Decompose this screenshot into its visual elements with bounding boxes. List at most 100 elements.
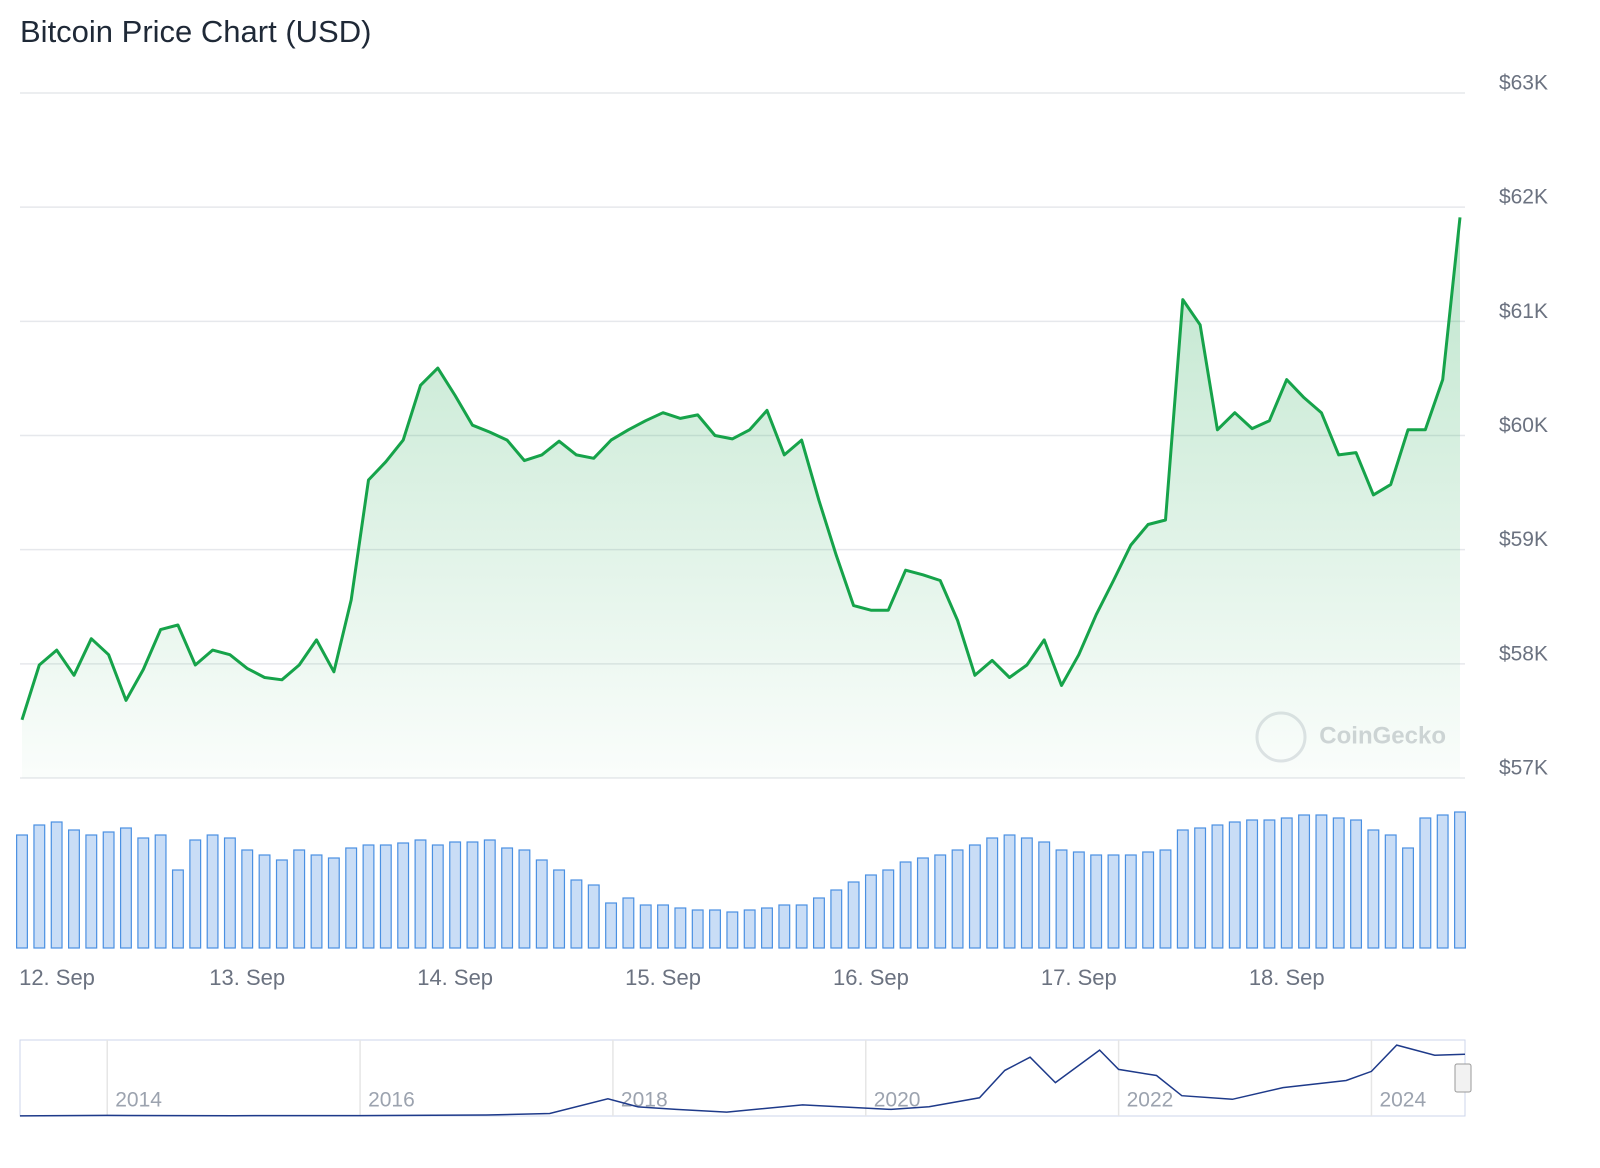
volume-bar: [85, 834, 98, 949]
volume-bar: [812, 897, 825, 949]
volume-bar: [1350, 819, 1363, 949]
volume-bar: [154, 834, 167, 949]
volume-bar: [761, 907, 773, 949]
x-tick-label: 15. Sep: [625, 965, 701, 990]
volume-bar: [68, 829, 80, 949]
volume-bar: [587, 884, 600, 949]
y-tick-label: $60K: [1499, 414, 1548, 437]
volume-bar: [1263, 819, 1276, 949]
volume-bar: [709, 909, 721, 949]
volume-bar: [1072, 851, 1085, 949]
volume-bar: [275, 859, 288, 949]
volume-bar: [241, 849, 254, 949]
y-tick-label: $57K: [1499, 757, 1548, 780]
volume-bar: [379, 844, 392, 949]
chart-title: Bitcoin Price Chart (USD): [20, 14, 371, 49]
volume-bar: [327, 857, 340, 949]
volume-bar: [847, 881, 860, 949]
volume-bar: [310, 854, 323, 949]
volume-bar: [605, 902, 618, 949]
volume-bar: [431, 844, 444, 949]
volume-bar: [362, 844, 375, 949]
x-tick-label: 16. Sep: [833, 965, 909, 990]
volume-bar: [553, 869, 566, 949]
volume-bar: [830, 889, 843, 949]
volume-bar: [293, 849, 306, 949]
volume-bar: [483, 839, 496, 949]
navigator-tick-label: 2024: [1379, 1089, 1426, 1112]
volume-bar: [1055, 849, 1068, 949]
price-line: [20, 217, 1462, 721]
y-tick-label: $61K: [1499, 300, 1548, 323]
volume-bar: [1020, 837, 1033, 949]
volume-bar: [414, 839, 427, 949]
volume-bar: [33, 824, 46, 949]
volume-bar: [1228, 821, 1241, 949]
volume-bar: [639, 904, 652, 949]
volume-bar: [189, 839, 202, 949]
navigator-tick-label: 2022: [1127, 1089, 1174, 1112]
volume-bar: [570, 879, 583, 949]
volume-bar: [1367, 829, 1380, 949]
volume-bar: [1332, 817, 1345, 949]
volume-bar: [743, 909, 756, 949]
x-tick-label: 17. Sep: [1041, 965, 1117, 990]
volume-bar: [622, 897, 635, 949]
volume-bar: [882, 869, 895, 949]
volume-bar: [345, 847, 358, 949]
volume-bar: [1107, 854, 1120, 949]
x-tick-label: 13. Sep: [209, 965, 285, 990]
y-tick-label: $59K: [1499, 528, 1548, 551]
volume-bar: [1454, 811, 1466, 949]
navigator-tick-label: 2014: [115, 1089, 162, 1112]
volume-bar: [864, 874, 877, 949]
volume-bar: [102, 831, 115, 949]
volume-bar: [501, 847, 514, 949]
y-tick-label: $62K: [1499, 186, 1548, 209]
volume-bar: [1419, 817, 1432, 949]
x-tick-label: 18. Sep: [1249, 965, 1325, 990]
volume-bar: [50, 821, 63, 949]
volume-bar: [1090, 854, 1103, 949]
volume-bar: [916, 857, 929, 949]
volume-bar: [1124, 854, 1137, 949]
x-tick-label: 14. Sep: [417, 965, 493, 990]
volume-bar: [449, 841, 462, 949]
volume-bar: [1194, 827, 1207, 949]
area-fill: [22, 217, 1460, 778]
volume-bar: [119, 827, 132, 949]
volume-bar: [206, 834, 219, 949]
volume-bar: [518, 849, 531, 949]
volume-bar: [1159, 849, 1172, 949]
volume-bar: [1176, 829, 1189, 949]
volume-bar: [1384, 834, 1397, 949]
volume-bar: [674, 907, 687, 949]
volume-bar: [466, 841, 479, 949]
volume-bar: [691, 909, 704, 949]
navigator-tick-label: 2020: [874, 1089, 921, 1112]
volume-bar: [1211, 824, 1224, 949]
volume-bar: [1038, 841, 1051, 949]
y-tick-label: $58K: [1499, 642, 1548, 665]
volume-bar: [1003, 834, 1016, 949]
volume-bar: [16, 834, 28, 949]
navigator-handle[interactable]: [1454, 1063, 1472, 1093]
volume-bar: [778, 904, 791, 949]
volume-bar: [1315, 814, 1328, 949]
volume-bar: [258, 854, 271, 949]
volume-bar: [171, 869, 184, 949]
volume-bar: [535, 859, 548, 949]
volume-bar: [951, 849, 964, 949]
volume-bar: [1142, 851, 1155, 949]
navigator-frame: [19, 1039, 1466, 1117]
volume-bar: [795, 904, 808, 949]
volume-bar: [986, 837, 999, 949]
volume-bar: [934, 854, 947, 949]
x-tick-label: 12. Sep: [19, 965, 95, 990]
volume-bar: [657, 904, 670, 949]
navigator-tick-label: 2016: [368, 1089, 415, 1112]
volume-bar: [137, 837, 150, 949]
volume-bar: [1246, 819, 1259, 949]
volume-bar: [1298, 814, 1311, 949]
y-tick-label: $63K: [1499, 72, 1548, 95]
